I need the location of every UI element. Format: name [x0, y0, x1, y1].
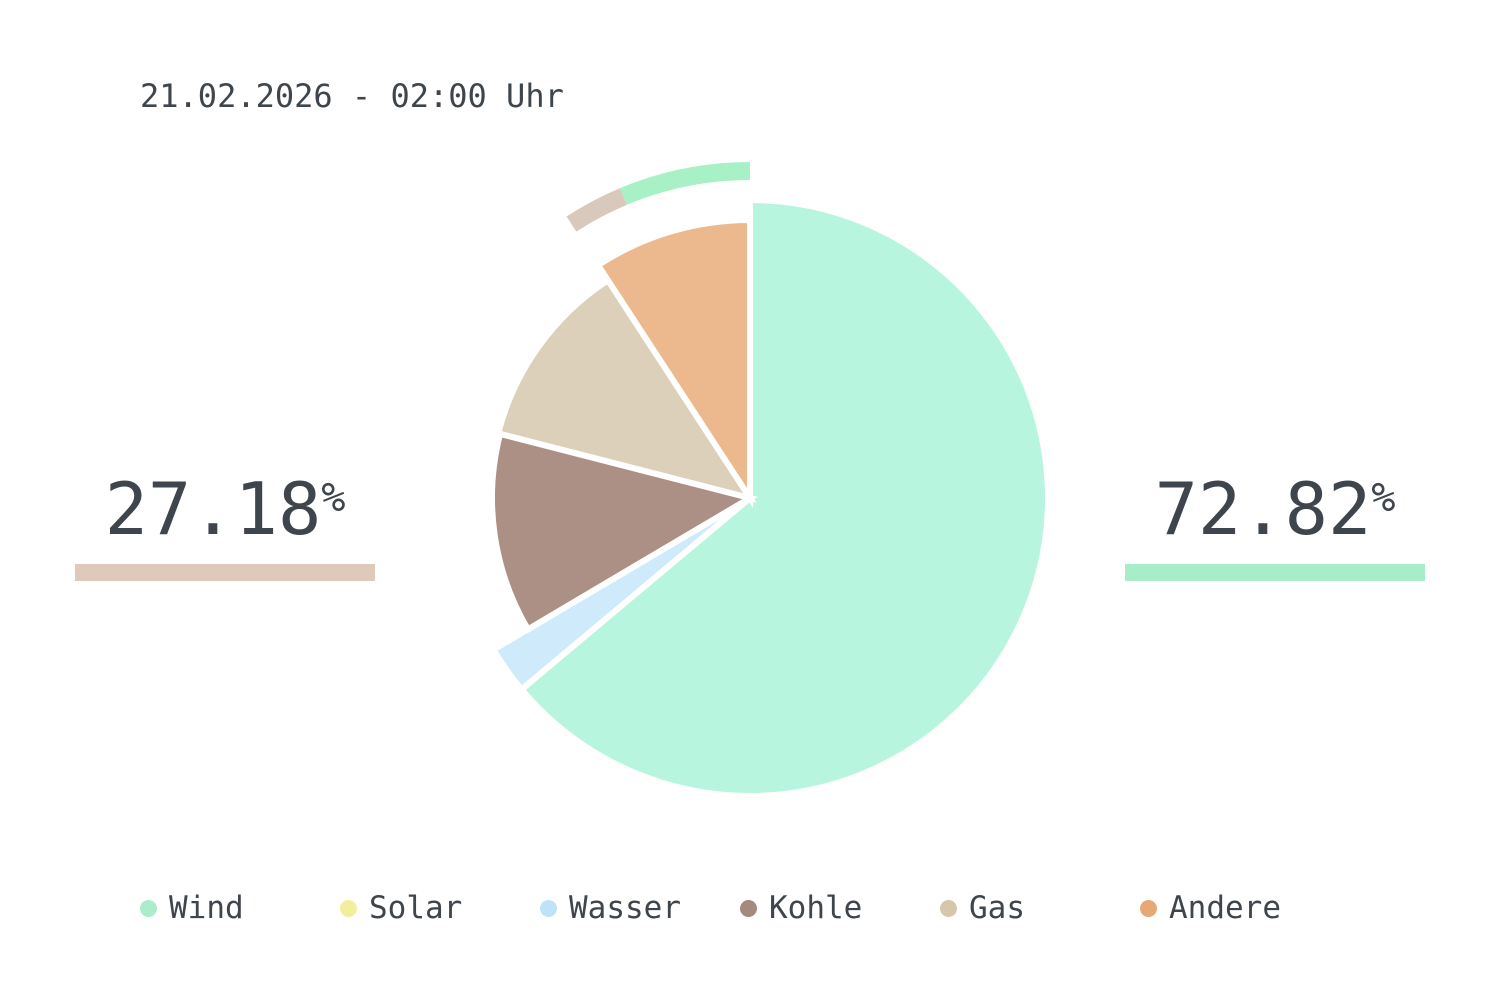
legend-label-wasser: Wasser: [569, 890, 681, 926]
renewable-share-value: 72.82%: [1125, 462, 1425, 545]
renewable-share-callout: 72.82%: [1125, 462, 1425, 581]
legend-item-andere[interactable]: Andere: [1140, 888, 1281, 928]
legend-label-wind: Wind: [169, 890, 244, 926]
pie-slice-wasser[interactable]: [489, 495, 752, 694]
legend-dot-kohle-icon: [740, 899, 757, 917]
pie-slice-wind[interactable]: [517, 196, 1051, 799]
legend-item-kohle[interactable]: Kohle: [740, 888, 862, 928]
legend-item-wasser[interactable]: Wasser: [540, 888, 681, 928]
legend-label-solar: Solar: [369, 890, 463, 926]
renewable-share-underline: [1125, 564, 1425, 581]
pie-slice-andere[interactable]: [593, 216, 753, 509]
legend-dot-wasser-icon: [540, 899, 557, 917]
conventional-share-value: 27.18%: [75, 462, 375, 545]
legend-item-gas[interactable]: Gas: [940, 888, 1025, 928]
datetime-label: 21.02.2026 - 02:00 Uhr: [140, 77, 564, 115]
legend-item-wind[interactable]: Wind: [140, 888, 244, 928]
legend-dot-solar-icon: [340, 899, 357, 917]
outer-arc-green-segment: [619, 162, 751, 205]
conventional-share-unit: %: [321, 475, 346, 521]
conventional-share-callout: 27.18%: [75, 462, 375, 581]
outer-arc-tan-segment: [566, 188, 627, 232]
legend-item-solar[interactable]: Solar: [340, 888, 462, 928]
legend-label-kohle: Kohle: [769, 890, 863, 926]
renewable-share-number: 72.82: [1154, 467, 1372, 551]
legend-label-gas: Gas: [969, 890, 1025, 926]
legend-label-andere: Andere: [1169, 890, 1281, 926]
legend-dot-gas-icon: [940, 899, 957, 917]
legend-dot-andere-icon: [1140, 899, 1157, 917]
conventional-share-underline: [75, 564, 375, 581]
renewable-share-unit: %: [1371, 475, 1396, 521]
conventional-share-number: 27.18: [104, 467, 322, 551]
legend-dot-wind-icon: [140, 899, 157, 917]
pie-slice-gas[interactable]: [494, 276, 757, 503]
